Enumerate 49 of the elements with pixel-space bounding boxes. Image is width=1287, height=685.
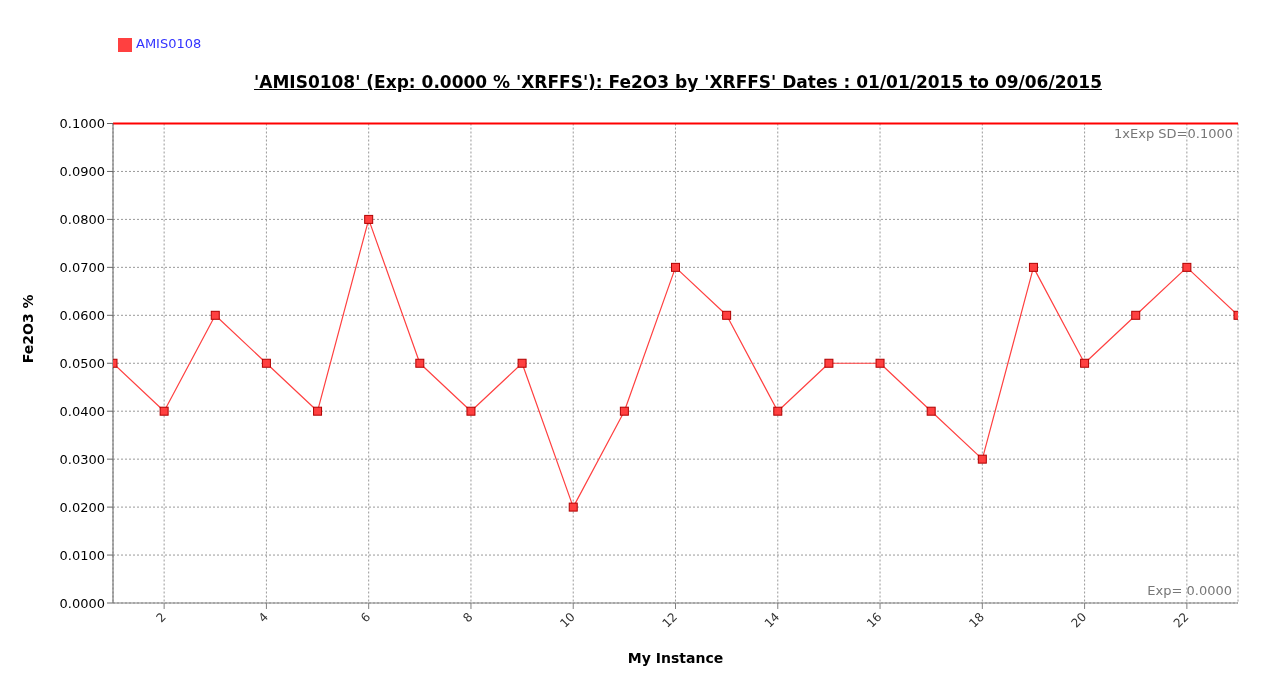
x-tick-label: 18: [966, 609, 987, 631]
point: [210, 310, 220, 320]
point: [875, 358, 885, 368]
annotation: Exp= 0.0000: [1147, 583, 1232, 598]
y-tick-label: 0.0500: [59, 355, 105, 371]
x-tick-label: 2: [153, 609, 169, 625]
x-tick-label: 12: [659, 609, 681, 631]
x-tick-label: 8: [460, 609, 476, 625]
point: [926, 406, 936, 416]
x-tick-label: 16: [863, 609, 885, 631]
point: [517, 358, 527, 368]
x-tick-label: 4: [255, 609, 272, 625]
point: [261, 358, 271, 368]
point: [1080, 358, 1090, 368]
y-tick-label: 0.0600: [59, 307, 105, 323]
y-tick-label: 0.0700: [59, 259, 105, 275]
chart-title: 'AMIS0108' (Exp: 0.0000 % 'XRFFS'): Fe2O3 by 'XRFFS' Dates : 01/01/2015 to 09/06/2015: [253, 72, 1103, 92]
x-tick-label: 10: [557, 609, 578, 631]
point: [773, 406, 783, 416]
point: [671, 262, 680, 272]
point: [1182, 262, 1192, 272]
point: [364, 214, 374, 224]
point: [415, 358, 425, 368]
y-tick-label: 0.0000: [59, 595, 105, 611]
ref-line-label: 1xExp SD=0.1000: [1114, 125, 1233, 141]
point: [824, 358, 834, 368]
point: [1131, 310, 1141, 320]
point: [722, 310, 732, 320]
y-axis-title: Fe2O3 %: [19, 294, 36, 364]
y-tick-label: 0.0100: [59, 547, 105, 563]
point: [977, 454, 987, 464]
point: [313, 406, 323, 416]
x-tick-label: 22: [1170, 609, 1192, 631]
x-tick-label: 6: [357, 609, 374, 625]
point: [466, 406, 476, 416]
point: [1028, 262, 1038, 272]
y-tick-label: 0.0800: [59, 212, 105, 228]
y-tick-label: 0.0300: [59, 451, 105, 467]
y-tick-label: 0.0200: [59, 499, 105, 515]
y-tick-label: 0.1000: [59, 116, 105, 132]
x-tick-label: 14: [761, 609, 783, 631]
y-tick-label: 0.0900: [59, 164, 105, 180]
x-tick-label: 20: [1068, 609, 1090, 631]
point: [568, 502, 578, 512]
legend-label: AMIS0108: [136, 36, 202, 51]
point: [159, 406, 169, 416]
point: [619, 406, 629, 416]
y-tick-label: 0.0400: [59, 403, 105, 419]
x-axis-title: My Instance: [627, 650, 724, 666]
